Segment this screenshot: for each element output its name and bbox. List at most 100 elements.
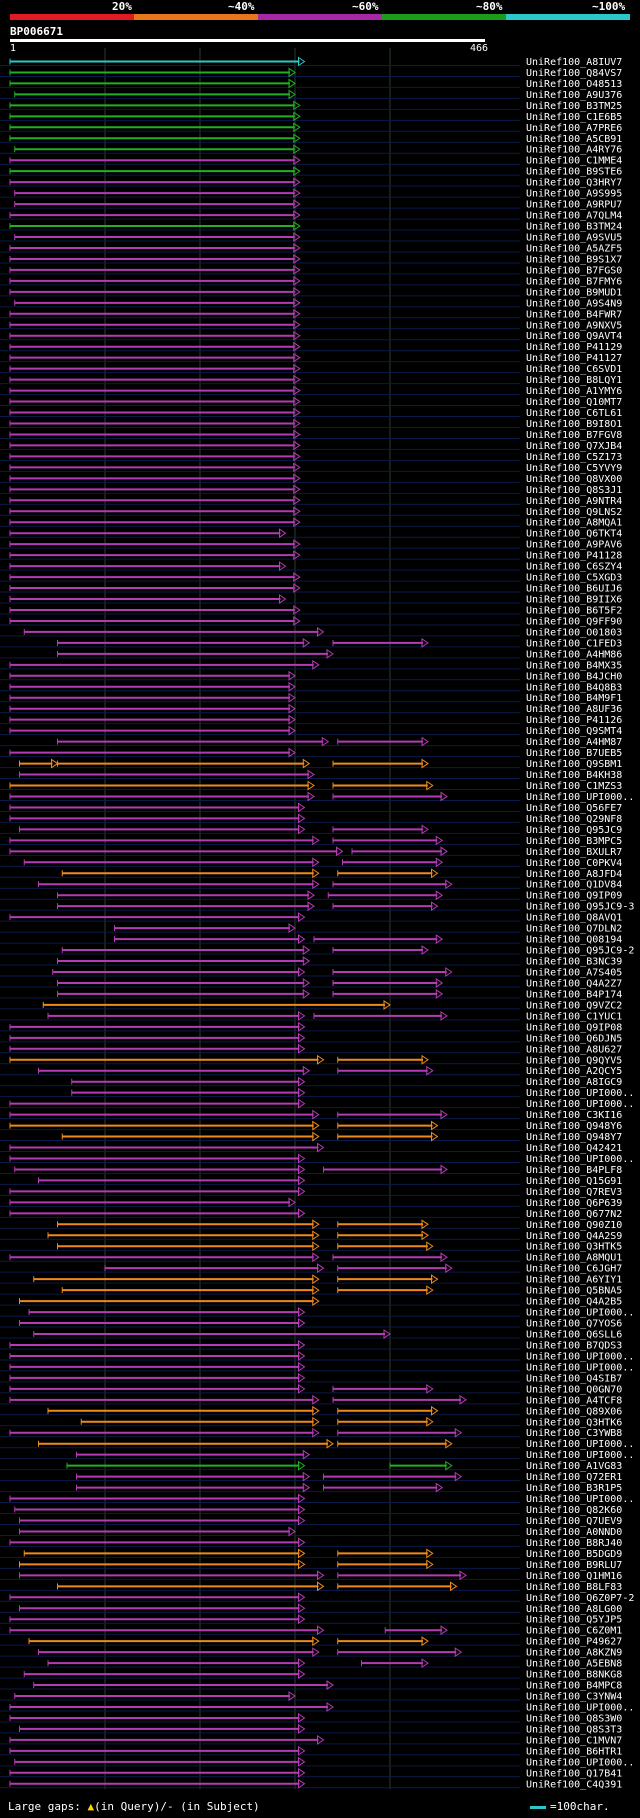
hit-row[interactable]: UniRef100_A8KZN9 — [0, 1647, 622, 1659]
hit-row[interactable]: UniRef100_Q8S3T3 — [0, 1723, 622, 1735]
hit-label[interactable]: UniRef100_A4TCF8 — [526, 1395, 622, 1406]
hit-label[interactable]: UniRef100_A9NTR4 — [526, 496, 622, 507]
hit-label[interactable]: UniRef100_UPI000.. — [526, 1494, 634, 1505]
hit-label[interactable]: UniRef100_B7FMY6 — [526, 276, 622, 287]
hit-row[interactable]: UniRef100_Q89X06 — [0, 1405, 622, 1417]
hit-label[interactable]: UniRef100_A8JFD4 — [526, 869, 622, 880]
hit-label[interactable]: UniRef100_Q948Y7 — [526, 1132, 622, 1143]
hit-label[interactable]: UniRef100_Q8VX00 — [526, 474, 622, 485]
hit-label[interactable]: UniRef100_Q7DLN2 — [526, 924, 622, 935]
hit-row[interactable]: UniRef100_A5EBN8 — [0, 1658, 622, 1670]
hit-label[interactable]: UniRef100_P41129 — [526, 342, 622, 353]
hit-label[interactable]: UniRef100_Q9SMT4 — [526, 726, 622, 737]
hit-row[interactable]: UniRef100_Q1DV84 — [0, 879, 622, 891]
hit-label[interactable]: UniRef100_C4Q391 — [526, 1779, 622, 1790]
hit-label[interactable]: UniRef100_B5DGD9 — [526, 1549, 622, 1560]
hit-label[interactable]: UniRef100_Q15G91 — [526, 1176, 622, 1187]
hit-label[interactable]: UniRef100_C3YNW4 — [526, 1692, 622, 1703]
hit-row[interactable]: UniRef100_B8LQY1 — [0, 374, 622, 386]
hit-label[interactable]: UniRef100_C1FED3 — [526, 638, 622, 649]
hit-row[interactable]: UniRef100_O48513 — [0, 78, 622, 90]
hit-row[interactable]: UniRef100_Q7UEV9 — [0, 1515, 622, 1527]
hit-row[interactable]: UniRef100_B7FGV8 — [0, 429, 622, 441]
hit-row[interactable]: UniRef100_Q1HM16 — [0, 1570, 622, 1582]
hit-row[interactable]: UniRef100_B8RJ40 — [0, 1537, 622, 1549]
hit-label[interactable]: UniRef100_B6T5F2 — [526, 605, 622, 616]
hit-row[interactable]: UniRef100_A8LG00 — [0, 1603, 622, 1615]
hit-row[interactable]: UniRef100_C5XGD3 — [0, 572, 622, 584]
hit-row[interactable]: UniRef100_C1E6B5 — [0, 111, 622, 123]
hit-label[interactable]: UniRef100_A5CB91 — [526, 134, 622, 145]
hit-row[interactable]: UniRef100_Q9VZC2 — [0, 999, 622, 1011]
hit-row[interactable]: UniRef100_B9STE6 — [0, 166, 622, 178]
hit-label[interactable]: UniRef100_Q8S3T3 — [526, 1724, 622, 1735]
hit-row[interactable]: UniRef100_Q6P639 — [0, 1197, 622, 1209]
hit-row[interactable]: UniRef100_B4PLF8 — [0, 1164, 622, 1176]
hit-label[interactable]: UniRef100_C6Z0M1 — [526, 1626, 622, 1637]
hit-row[interactable]: UniRef100_A9S995 — [0, 188, 622, 200]
hit-label[interactable]: UniRef100_A4RY76 — [526, 145, 622, 156]
hit-row[interactable]: UniRef100_Q8AVQ1 — [0, 912, 622, 924]
hit-label[interactable]: UniRef100_UPI000.. — [526, 1450, 634, 1461]
hit-row[interactable]: UniRef100_UPI000.. — [0, 1756, 634, 1768]
hit-row[interactable]: UniRef100_Q948Y7 — [0, 1131, 622, 1143]
hit-label[interactable]: UniRef100_Q6P639 — [526, 1198, 622, 1209]
hit-row[interactable]: UniRef100_Q95JC9-2 — [0, 945, 634, 957]
hit-label[interactable]: UniRef100_Q3HTK6 — [526, 1417, 622, 1428]
hit-row[interactable]: UniRef100_UPI000.. — [0, 791, 634, 803]
hit-label[interactable]: UniRef100_P41127 — [526, 353, 622, 364]
hit-label[interactable]: UniRef100_C6JGH7 — [526, 1264, 622, 1275]
hit-label[interactable]: UniRef100_Q8AVQ1 — [526, 913, 622, 924]
hit-row[interactable]: UniRef100_Q7YOS6 — [0, 1318, 622, 1330]
hit-row[interactable]: UniRef100_P41126 — [0, 714, 622, 726]
hit-label[interactable]: UniRef100_Q4A2S9 — [526, 1231, 622, 1242]
hit-row[interactable]: UniRef100_Q5YJP5 — [0, 1614, 622, 1626]
hit-label[interactable]: UniRef100_C1MVN7 — [526, 1735, 622, 1746]
hit-row[interactable]: UniRef100_C1FED3 — [0, 637, 622, 649]
hit-label[interactable]: UniRef100_UPI000.. — [526, 1362, 634, 1373]
hit-label[interactable]: UniRef100_Q6DJN5 — [526, 1033, 622, 1044]
hit-row[interactable]: UniRef100_A8MQU1 — [0, 1252, 622, 1264]
hit-label[interactable]: UniRef100_Q95JC9-3 — [526, 902, 634, 913]
hit-row[interactable]: UniRef100_A9NXV5 — [0, 319, 622, 331]
hit-label[interactable]: UniRef100_A2QCY5 — [526, 1066, 622, 1077]
hit-label[interactable]: UniRef100_B3TM24 — [526, 222, 622, 233]
hit-row[interactable]: UniRef100_UPI000.. — [0, 1098, 634, 1110]
hit-label[interactable]: UniRef100_C6SVD1 — [526, 364, 622, 375]
hit-row[interactable]: UniRef100_A8IGC9 — [0, 1076, 622, 1088]
hit-row[interactable]: UniRef100_BXULR7 — [0, 846, 622, 858]
hit-row[interactable]: UniRef100_B8NKG8 — [0, 1669, 622, 1681]
hit-label[interactable]: UniRef100_Q948Y6 — [526, 1121, 622, 1132]
hit-row[interactable]: UniRef100_Q9IP08 — [0, 1021, 622, 1033]
hit-label[interactable]: UniRef100_P49627 — [526, 1637, 622, 1648]
hit-label[interactable]: UniRef100_Q10MT7 — [526, 397, 622, 408]
hit-label[interactable]: UniRef100_A4HM86 — [526, 649, 622, 660]
hit-row[interactable]: UniRef100_UPI000.. — [0, 1307, 634, 1319]
hit-row[interactable]: UniRef100_A4HM86 — [0, 648, 622, 660]
hit-row[interactable]: UniRef100_B3MPC5 — [0, 835, 622, 847]
hit-row[interactable]: UniRef100_C4Q391 — [0, 1778, 622, 1790]
hit-label[interactable]: UniRef100_B7FGS0 — [526, 265, 622, 276]
hit-row[interactable]: UniRef100_C1MVN7 — [0, 1734, 622, 1746]
hit-label[interactable]: UniRef100_B4M9F1 — [526, 693, 622, 704]
hit-label[interactable]: UniRef100_B4Q8B3 — [526, 682, 622, 693]
hit-label[interactable]: UniRef100_B6UIJ6 — [526, 584, 622, 595]
hit-row[interactable]: UniRef100_Q9FF90 — [0, 616, 622, 627]
hit-row[interactable]: UniRef100_Q8S3J1 — [0, 484, 622, 496]
hit-label[interactable]: UniRef100_A8MQU1 — [526, 1253, 622, 1264]
hit-label[interactable]: UniRef100_B8RJ40 — [526, 1538, 622, 1549]
hit-label[interactable]: UniRef100_B6HTR1 — [526, 1746, 622, 1757]
hit-row[interactable]: UniRef100_Q17B41 — [0, 1767, 622, 1779]
hit-row[interactable]: UniRef100_Q4A2S9 — [0, 1230, 622, 1242]
hit-label[interactable]: UniRef100_Q677N2 — [526, 1209, 622, 1220]
hit-row[interactable]: UniRef100_Q5BNA5 — [0, 1285, 622, 1297]
hit-label[interactable]: UniRef100_Q7YOS6 — [526, 1319, 622, 1330]
hit-row[interactable]: UniRef100_B7FMY6 — [0, 275, 622, 287]
hit-row[interactable]: UniRef100_A9PAV6 — [0, 539, 622, 551]
hit-row[interactable]: UniRef100_B3TM25 — [0, 100, 622, 112]
hit-row[interactable]: UniRef100_B4Q8B3 — [0, 681, 622, 693]
hit-row[interactable]: UniRef100_C6SZY4 — [0, 561, 622, 573]
hit-row[interactable]: UniRef100_Q72ER1 — [0, 1471, 622, 1483]
hit-row[interactable]: UniRef100_B3NC39 — [0, 956, 622, 968]
hit-label[interactable]: UniRef100_Q3HRY7 — [526, 178, 622, 189]
